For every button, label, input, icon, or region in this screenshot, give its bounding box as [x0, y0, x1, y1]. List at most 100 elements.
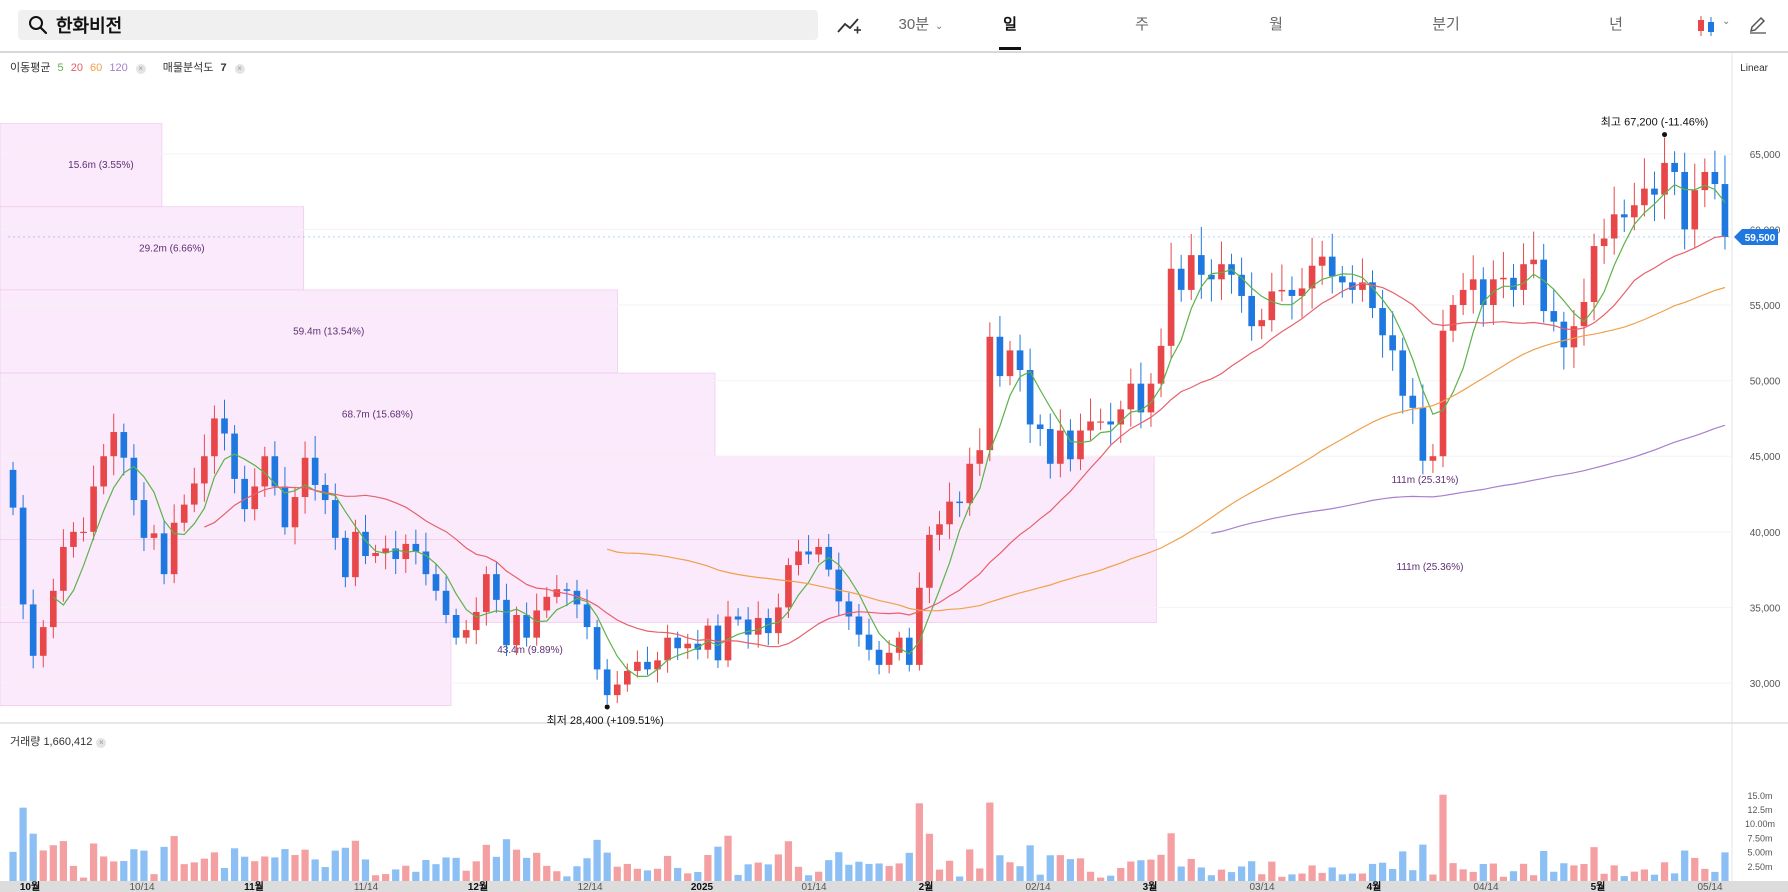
candle-body [1510, 277, 1517, 290]
candle-body [573, 590, 581, 605]
chart-type-candle-icon[interactable] [1696, 14, 1718, 38]
volume-bar [69, 865, 78, 881]
candle-body [724, 616, 732, 661]
period-year-tab[interactable]: 년 [1609, 16, 1623, 33]
search-value[interactable]: 한화비전 [56, 16, 123, 36]
volume-profile-bar [0, 372, 716, 457]
volume-profile-label: 111m (25.36%) [1397, 562, 1464, 573]
volume-bar [563, 876, 571, 881]
volume-tick-label: 15.0m [1747, 791, 1772, 801]
volume-bar [1691, 857, 1699, 881]
current-price-label: 59,500 [1745, 233, 1776, 244]
candle-body [1318, 256, 1326, 266]
volume-bar [1137, 860, 1145, 881]
volume-bar [543, 865, 551, 881]
volume-profile-value: 7 [220, 62, 227, 74]
candle-body [1701, 171, 1709, 191]
candle-body [372, 552, 379, 557]
candle-body [412, 543, 420, 552]
volume-bar [925, 833, 934, 881]
volume-bar [281, 849, 289, 881]
candle-body [1631, 205, 1638, 218]
candle-body [1177, 268, 1185, 290]
candle-body [432, 574, 440, 591]
price-chart[interactable]: 15.6m (3.55%) 29.2m (6.66%) 59.4m (13.54%)… [0, 53, 1788, 892]
volume-tick-label: 12.5m [1747, 805, 1772, 815]
volume-bar [89, 843, 98, 881]
candle-body [221, 418, 228, 434]
candle-body [734, 616, 742, 620]
pencil-icon[interactable] [1748, 14, 1768, 34]
volume-bar [1721, 852, 1729, 881]
candle-body [331, 500, 339, 538]
candle-body [916, 587, 923, 665]
low-marker-label: 최저 28,400 (+109.51%) [547, 714, 664, 727]
volume-bar [623, 863, 631, 881]
volume-bar [432, 864, 440, 881]
scale-mode[interactable]: Linear [1740, 63, 1768, 74]
price-tick-label: 45,000 [1750, 452, 1781, 463]
volume-bar [1096, 877, 1105, 881]
ma-label: 이동평균 [10, 62, 51, 74]
volume-bar [1711, 871, 1719, 881]
period-month-tab[interactable]: 월 [1269, 16, 1283, 33]
volume-bar [502, 839, 511, 881]
candle-body [1187, 255, 1195, 290]
candle-body [462, 630, 470, 638]
candle-body [291, 497, 299, 528]
volume-bar [533, 852, 541, 881]
candle-body [795, 551, 802, 566]
candle-body [1379, 308, 1386, 336]
candle-body [744, 619, 752, 635]
candle-body [885, 652, 893, 665]
candle-body [563, 589, 571, 591]
period-day-tab[interactable]: 일 [986, 0, 1034, 50]
volume-bar [1489, 863, 1497, 881]
volume-bar [583, 858, 591, 881]
close-icon[interactable]: × [234, 64, 245, 74]
price-tick-label: 30,000 [1750, 679, 1781, 690]
candle-body [664, 637, 671, 661]
price-tick-label: 50,000 [1750, 377, 1781, 388]
ma120-line [1211, 424, 1726, 534]
candle-body [1479, 279, 1487, 306]
volume-bar [1318, 872, 1326, 881]
candle-body [1067, 430, 1074, 460]
period-week-tab[interactable]: 주 [1135, 16, 1149, 33]
period-30min-tab[interactable]: 30분 ⌄ [898, 16, 944, 33]
search-bar[interactable]: 한화비전 [18, 10, 818, 40]
volume-bar [19, 807, 27, 881]
candle-body [553, 589, 561, 597]
chart-area[interactable]: 15.6m (3.55%) 29.2m (6.66%) 59.4m (13.54%)… [0, 53, 1788, 892]
volume-bar [1459, 869, 1467, 881]
volume-bar [1258, 874, 1266, 881]
candle-body [764, 618, 772, 634]
volume-profile-label: 15.6m (3.55%) [68, 160, 134, 171]
volume-bar [865, 863, 873, 881]
candle-body [855, 616, 863, 635]
volume-bar [1278, 876, 1286, 881]
volume-bar [1650, 874, 1659, 881]
period-quarter-tab[interactable]: 분기 [1432, 16, 1460, 33]
volume-bar [59, 841, 68, 881]
candle-body [1208, 274, 1215, 280]
candle-body [845, 601, 853, 617]
ma120-period: 120 [109, 62, 128, 74]
drawing-tool-icon[interactable] [836, 14, 862, 36]
candle-body [281, 486, 289, 528]
volume-bar [1086, 871, 1095, 881]
volume-bar [986, 802, 994, 881]
candle-body [1097, 421, 1104, 423]
search-icon [29, 16, 48, 35]
close-icon[interactable]: × [135, 64, 146, 74]
x-axis-label: 02/14 [1025, 882, 1050, 892]
candle-body [1641, 188, 1648, 206]
candle-body [90, 486, 97, 532]
volume-bar [875, 863, 883, 881]
candle-body [241, 478, 248, 510]
volume-profile-label: 59.4m (13.54%) [293, 326, 364, 337]
candle-body [422, 551, 430, 575]
candle-body [49, 590, 57, 628]
close-icon[interactable]: × [96, 738, 107, 748]
chart-type-chevron-icon[interactable]: ⌄ [1722, 16, 1731, 27]
